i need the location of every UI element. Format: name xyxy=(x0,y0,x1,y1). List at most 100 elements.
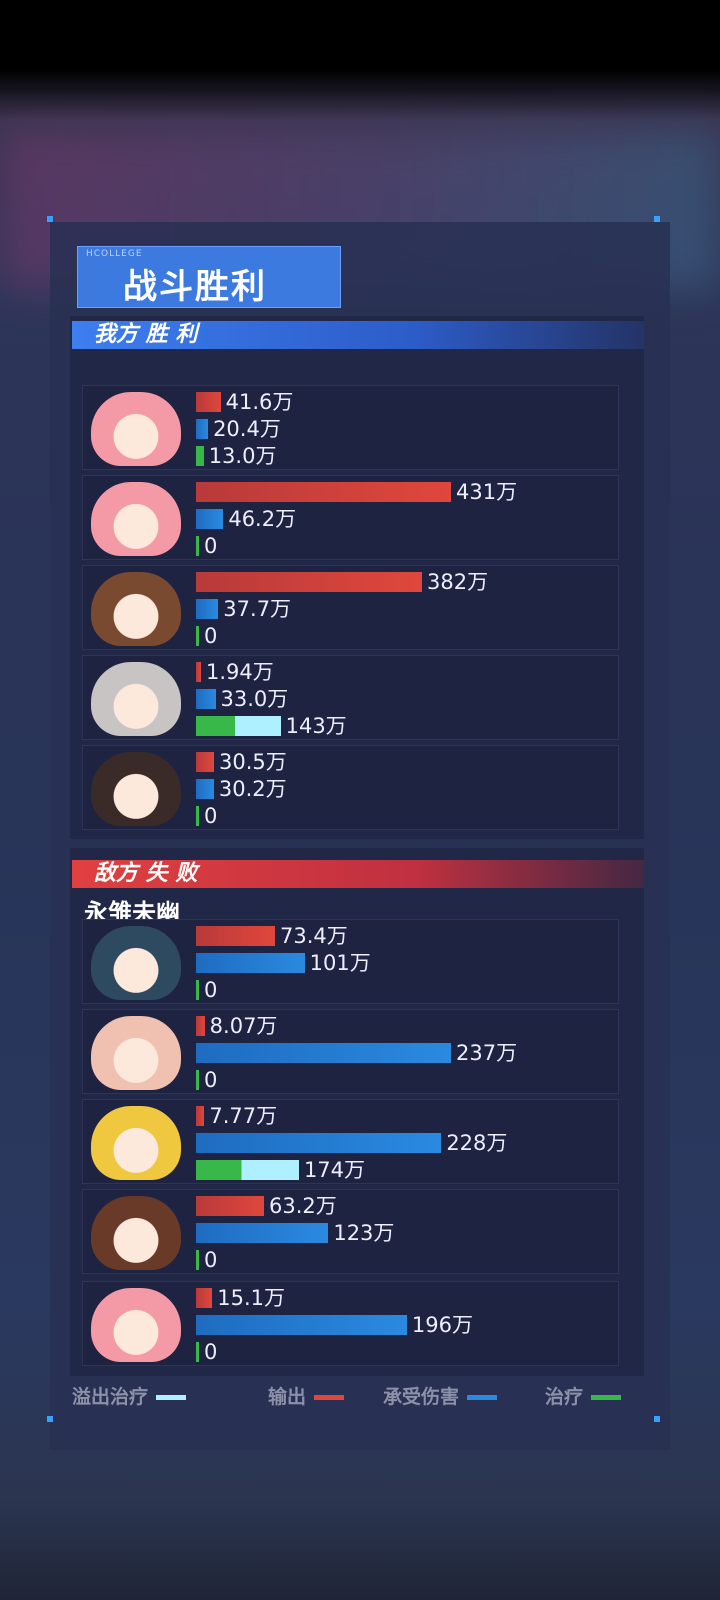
character-avatar xyxy=(91,482,181,556)
player-row[interactable]: 431万 46.2万 0 xyxy=(82,475,619,560)
legend-output: 输出 xyxy=(268,1382,345,1409)
heal-bar xyxy=(196,626,199,646)
output-value: 41.6万 xyxy=(225,390,294,414)
corner-marker xyxy=(47,216,53,222)
taken-value: 123万 xyxy=(333,1221,395,1245)
taken-bar xyxy=(196,953,305,973)
output-bar xyxy=(196,1106,205,1126)
output-value: 8.07万 xyxy=(209,1014,278,1038)
player-row[interactable]: 41.6万 20.4万 13.0万 xyxy=(82,385,619,470)
legend-heal: 治疗 xyxy=(545,1382,622,1409)
taken-bar xyxy=(196,419,209,439)
output-bar xyxy=(196,1196,264,1216)
player-row[interactable]: 30.5万 30.2万 0 xyxy=(82,745,619,830)
output-bar xyxy=(196,926,275,946)
output-bar xyxy=(196,392,221,412)
taken-bar xyxy=(196,1223,329,1243)
taken-bar xyxy=(196,1133,442,1153)
output-bar xyxy=(196,1016,205,1036)
output-bar xyxy=(196,752,215,772)
corner-marker xyxy=(47,1416,53,1422)
character-avatar xyxy=(91,1106,181,1180)
output-value: 382万 xyxy=(427,570,489,594)
legend-swatch xyxy=(467,1395,498,1400)
character-avatar xyxy=(91,572,181,646)
legend-label: 溢出治疗 xyxy=(72,1386,149,1408)
heal-bar xyxy=(196,1160,299,1180)
output-bar xyxy=(196,1288,213,1308)
taken-value: 46.2万 xyxy=(228,507,297,531)
taken-value: 196万 xyxy=(411,1313,473,1337)
taken-value: 20.4万 xyxy=(213,417,281,441)
character-avatar xyxy=(91,926,181,1000)
brand-label: HCOLLEGE xyxy=(86,249,143,259)
heal-value: 0 xyxy=(204,1248,218,1272)
legend-swatch xyxy=(156,1395,187,1400)
legend-swatch xyxy=(591,1395,622,1400)
taken-value: 228万 xyxy=(446,1131,508,1155)
output-value: 431万 xyxy=(456,480,518,504)
heal-bar xyxy=(196,446,204,466)
heal-bar xyxy=(196,806,199,826)
legend-label: 输出 xyxy=(268,1386,307,1408)
player-row[interactable]: 7.77万 228万 174万 xyxy=(82,1099,619,1184)
taken-bar xyxy=(196,509,224,529)
player-row[interactable]: 8.07万 237万 0 xyxy=(82,1009,619,1094)
heal-bar xyxy=(196,1342,199,1362)
output-value: 63.2万 xyxy=(269,1194,337,1218)
taken-bar xyxy=(196,1043,451,1063)
heal-bar xyxy=(196,980,199,1000)
title-text: 战斗胜利 xyxy=(123,267,267,307)
heal-value: 0 xyxy=(204,978,218,1002)
legend-taken: 承受伤害 xyxy=(383,1382,498,1409)
heal-value: 143万 xyxy=(285,714,347,738)
player-row[interactable]: 1.94万 33.0万 143万 xyxy=(82,655,619,740)
heal-bar xyxy=(196,716,281,736)
taken-value: 33.0万 xyxy=(220,687,289,711)
output-bar xyxy=(196,482,451,502)
heal-value: 0 xyxy=(204,1068,218,1092)
character-avatar xyxy=(91,752,181,826)
legend-overflow: 溢出治疗 xyxy=(72,1382,187,1409)
heal-value: 0 xyxy=(204,624,218,648)
heal-bar xyxy=(196,1250,199,1270)
taken-bar xyxy=(196,779,214,799)
player-row[interactable]: 15.1万 196万 0 xyxy=(82,1281,619,1366)
player-row[interactable]: 382万 37.7万 0 xyxy=(82,565,619,650)
corner-marker xyxy=(654,1416,660,1422)
output-value: 1.94万 xyxy=(206,660,274,684)
heal-value: 0 xyxy=(204,534,218,558)
ours-header: 我方 胜 利 xyxy=(72,321,644,349)
taken-value: 30.2万 xyxy=(218,777,287,801)
heal-value: 174万 xyxy=(303,1158,366,1182)
legend-swatch xyxy=(314,1395,345,1400)
output-value: 30.5万 xyxy=(219,750,287,774)
taken-bar xyxy=(196,689,216,709)
taken-bar xyxy=(196,599,219,619)
output-value: 73.4万 xyxy=(279,924,348,948)
taken-bar xyxy=(196,1315,407,1335)
legend-label: 治疗 xyxy=(545,1386,584,1408)
character-avatar xyxy=(91,1016,181,1090)
heal-value: 0 xyxy=(204,804,218,828)
taken-value: 101万 xyxy=(309,951,371,975)
output-bar xyxy=(196,662,201,682)
taken-value: 37.7万 xyxy=(223,597,292,621)
output-value: 15.1万 xyxy=(217,1286,285,1310)
legend-label: 承受伤害 xyxy=(383,1386,460,1408)
taken-value: 237万 xyxy=(456,1041,518,1065)
battle-result-title: HCOLLEGE 战斗胜利 xyxy=(77,246,341,308)
heal-value: 0 xyxy=(204,1340,218,1364)
character-avatar xyxy=(91,392,181,466)
character-avatar xyxy=(91,1288,181,1362)
character-avatar xyxy=(91,1196,181,1270)
character-avatar xyxy=(91,662,181,736)
output-value: 7.77万 xyxy=(209,1104,278,1128)
enemy-header: 敌方 失 败 xyxy=(72,860,644,888)
player-row[interactable]: 63.2万 123万 0 xyxy=(82,1189,619,1274)
heal-bar xyxy=(196,1070,199,1090)
corner-marker xyxy=(654,216,660,222)
heal-bar xyxy=(196,536,199,556)
output-bar xyxy=(196,572,422,592)
player-row[interactable]: 73.4万 101万 0 xyxy=(82,919,619,1004)
